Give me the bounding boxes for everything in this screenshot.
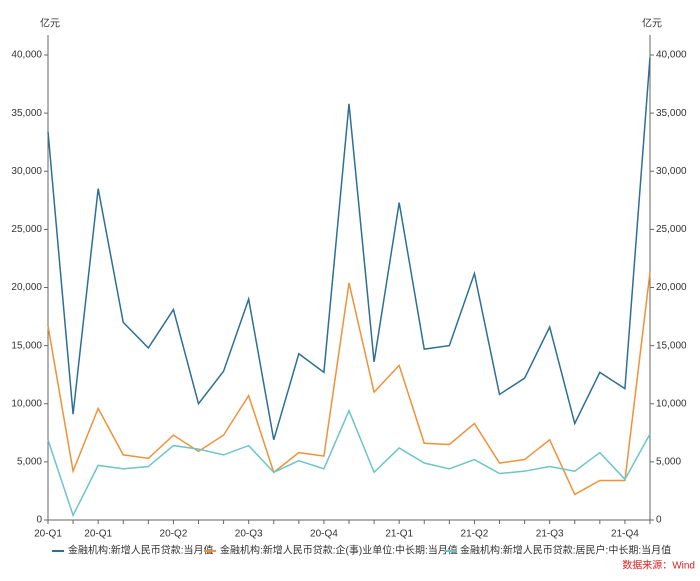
x-tick-label: 21-Q2 xyxy=(461,529,489,540)
y-tick-label: 10,000 xyxy=(11,398,42,409)
x-tick-label: 20-Q1 xyxy=(84,529,112,540)
series-line xyxy=(47,408,651,518)
y2-tick-label: 35,000 xyxy=(656,108,687,119)
y2-tick-label: 0 xyxy=(656,515,662,526)
y2-tick-label: 5,000 xyxy=(656,457,681,468)
y-tick-label: 15,000 xyxy=(11,340,42,351)
x-tick-label: 20-Q4 xyxy=(310,529,338,540)
legend-label: 金融机构:新增人民币贷款:当月值 xyxy=(68,544,214,557)
y2-tick-label: 25,000 xyxy=(656,224,687,235)
source: 数据来源：Wind xyxy=(622,559,695,572)
x-tick-label: 20-Q3 xyxy=(235,529,263,540)
y2-tick-label: 40,000 xyxy=(656,50,687,61)
y-tick-label: 25,000 xyxy=(11,224,42,235)
y-unit: 亿元 xyxy=(40,17,60,30)
y2-tick-label: 20,000 xyxy=(656,282,687,293)
y2-tick-label: 15,000 xyxy=(656,340,687,351)
series-line xyxy=(47,272,651,496)
y-tick-label: 0 xyxy=(36,515,42,526)
y-tick-label: 35,000 xyxy=(11,108,42,119)
y2-unit: 亿元 xyxy=(642,17,662,30)
x-tick-label: 21-Q4 xyxy=(611,529,639,540)
y2-tick-label: 10,000 xyxy=(656,398,687,409)
y2-tick-label: 30,000 xyxy=(656,166,687,177)
legend-label: 金融机构:新增人民币贷款:企(事)业单位:中长期:当月值 xyxy=(220,544,458,557)
legend-label: 金融机构:新增人民币贷款:居民户:中长期:当月值 xyxy=(460,544,671,557)
x-tick-label: 21-Q1 xyxy=(385,529,413,540)
x-tick-label: 20-Q2 xyxy=(160,529,188,540)
y-tick-label: 40,000 xyxy=(11,50,42,61)
x-tick-label: 21-Q3 xyxy=(536,529,564,540)
series-line xyxy=(47,57,651,440)
y-tick-label: 5,000 xyxy=(17,457,42,468)
y-tick-label: 20,000 xyxy=(11,282,42,293)
x-tick-label: 20-Q1 xyxy=(34,529,62,540)
y-tick-label: 30,000 xyxy=(11,166,42,177)
